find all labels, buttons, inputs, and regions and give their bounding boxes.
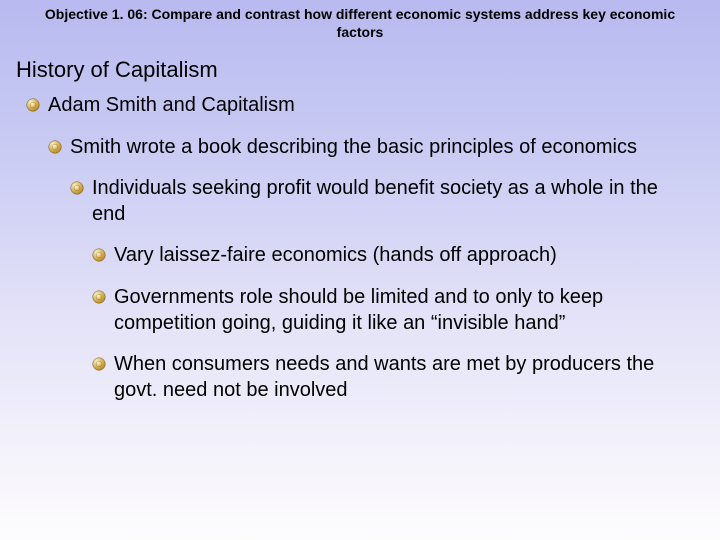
list-item-text: Vary laissez-faire economics (hands off … (114, 243, 557, 269)
slide-header: Objective 1. 06: Compare and contrast ho… (0, 0, 720, 43)
list-item: Vary laissez-faire economics (hands off … (92, 243, 694, 269)
bullet-icon (92, 357, 106, 376)
bullet-icon (26, 98, 40, 117)
slide-title: History of Capitalism (0, 43, 720, 83)
list-item: Smith wrote a book describing the basic … (48, 135, 694, 161)
list-item: Individuals seeking profit would benefit… (70, 176, 694, 227)
list-item-text: Governments role should be limited and t… (114, 285, 694, 336)
bullet-icon (48, 140, 62, 159)
list-item: When consumers needs and wants are met b… (92, 352, 694, 403)
objective-text: Objective 1. 06: Compare and contrast ho… (30, 6, 690, 41)
list-item-text: Adam Smith and Capitalism (48, 93, 295, 119)
list-item-text: When consumers needs and wants are met b… (114, 352, 694, 403)
list-item: Governments role should be limited and t… (92, 285, 694, 336)
bullet-icon (92, 248, 106, 267)
bullet-icon (70, 181, 84, 200)
bullet-icon (92, 290, 106, 309)
list-item-text: Smith wrote a book describing the basic … (70, 135, 637, 161)
bullet-list: Adam Smith and Capitalism Smith wrote a … (0, 83, 720, 403)
list-item-text: Individuals seeking profit would benefit… (92, 176, 694, 227)
list-item: Adam Smith and Capitalism (26, 93, 694, 119)
